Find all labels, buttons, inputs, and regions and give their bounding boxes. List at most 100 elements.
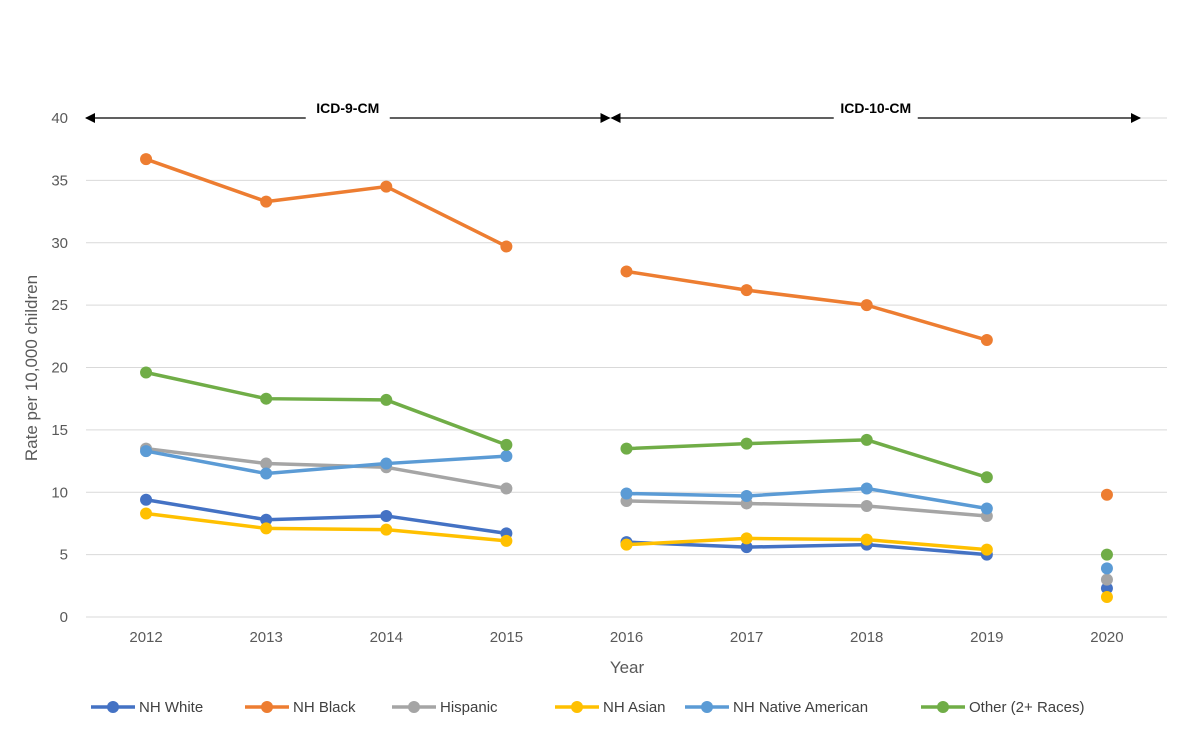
legend-label: Hispanic — [440, 699, 498, 716]
series-line — [626, 438, 988, 479]
legend-item: NH Black — [245, 699, 356, 716]
series-line — [626, 486, 988, 511]
data-point — [140, 507, 153, 520]
data-point — [1100, 582, 1113, 595]
data-point — [260, 457, 273, 470]
data-point — [140, 493, 153, 506]
series-line — [145, 157, 508, 249]
data-point — [140, 445, 153, 458]
legend-marker — [571, 701, 583, 713]
series-line — [626, 540, 987, 557]
data-point — [860, 533, 873, 546]
series-hispanic — [140, 442, 1113, 586]
data-point — [380, 393, 393, 406]
data-point — [1100, 591, 1113, 604]
y-axis-title: Rate per 10,000 children — [22, 275, 41, 461]
data-point — [380, 180, 393, 193]
series-line — [145, 511, 507, 543]
y-tick-label: 25 — [51, 297, 68, 314]
data-point — [620, 487, 633, 500]
x-tick-label: 2012 — [129, 629, 162, 646]
legend-label: Other (2+ Races) — [969, 699, 1084, 716]
data-point — [260, 392, 273, 405]
data-point — [740, 489, 753, 502]
y-tick-label: 15 — [51, 422, 68, 439]
data-point — [260, 513, 273, 526]
data-point — [740, 532, 753, 545]
data-point — [740, 284, 753, 297]
data-point — [980, 334, 993, 347]
x-tick-label: 2018 — [850, 629, 883, 646]
series-line — [145, 449, 507, 476]
legend-label: NH Asian — [603, 699, 666, 716]
series-nh-asian — [140, 507, 1113, 604]
y-tick-label: 20 — [51, 360, 68, 377]
x-tick-label: 2014 — [370, 629, 403, 646]
data-point — [260, 195, 273, 208]
legend-marker — [701, 701, 713, 713]
data-point — [620, 442, 633, 455]
data-point — [260, 467, 273, 480]
series-line — [626, 536, 987, 552]
y-tick-label: 10 — [51, 484, 68, 501]
legend-item: NH Asian — [555, 699, 666, 716]
series-line — [145, 498, 507, 536]
data-point — [860, 433, 873, 446]
data-point — [380, 509, 393, 522]
data-point — [980, 502, 993, 515]
legend-marker — [261, 701, 273, 713]
data-point — [140, 153, 153, 166]
data-point — [860, 482, 873, 495]
y-tick-label: 0 — [60, 609, 68, 626]
x-tick-label: 2019 — [970, 629, 1003, 646]
annotation-label: ICD-10-CM — [840, 100, 911, 116]
series-nh-native-american — [140, 445, 1113, 575]
data-point — [500, 438, 513, 451]
annotation-label-bg — [833, 98, 918, 120]
annotation-label: ICD-9-CM — [316, 100, 379, 116]
x-axis-title: Year — [610, 658, 645, 677]
data-point — [500, 240, 513, 253]
data-point — [500, 534, 513, 547]
data-point — [1100, 562, 1113, 575]
legend-label: NH Black — [293, 699, 356, 716]
data-point — [740, 437, 753, 450]
y-tick-label: 35 — [51, 172, 68, 189]
legend-marker — [107, 701, 119, 713]
data-point — [260, 522, 273, 535]
y-tick-label: 40 — [51, 110, 68, 127]
legend-marker — [408, 701, 420, 713]
data-point — [500, 450, 513, 463]
series-line — [626, 269, 988, 342]
data-point — [140, 366, 153, 379]
legend-marker — [937, 701, 949, 713]
x-tick-label: 2016 — [610, 629, 643, 646]
data-point — [1100, 548, 1113, 561]
annotation-label-bg — [305, 98, 390, 120]
data-point — [860, 499, 873, 512]
data-point — [620, 538, 633, 551]
legend-item: NH Native American — [685, 699, 868, 716]
y-tick-label: 5 — [60, 547, 68, 564]
data-point — [620, 265, 633, 278]
series-line — [145, 446, 507, 491]
data-point — [980, 471, 993, 484]
data-point — [500, 482, 513, 495]
y-tick-label: 30 — [51, 235, 68, 252]
data-point — [860, 299, 873, 312]
legend-item: Other (2+ Races) — [921, 699, 1084, 716]
x-tick-label: 2015 — [490, 629, 523, 646]
x-tick-label: 2020 — [1090, 629, 1123, 646]
series-line — [145, 370, 508, 447]
legend-item: NH White — [91, 699, 203, 716]
legend-item: Hispanic — [392, 699, 498, 716]
series-other-2-races- — [140, 366, 1113, 561]
series-nh-black — [140, 153, 1113, 501]
data-point — [1100, 488, 1113, 501]
x-tick-label: 2017 — [730, 629, 763, 646]
data-point — [980, 543, 993, 556]
data-point — [380, 457, 393, 470]
legend-label: NH White — [139, 699, 203, 716]
series-line — [626, 499, 987, 518]
